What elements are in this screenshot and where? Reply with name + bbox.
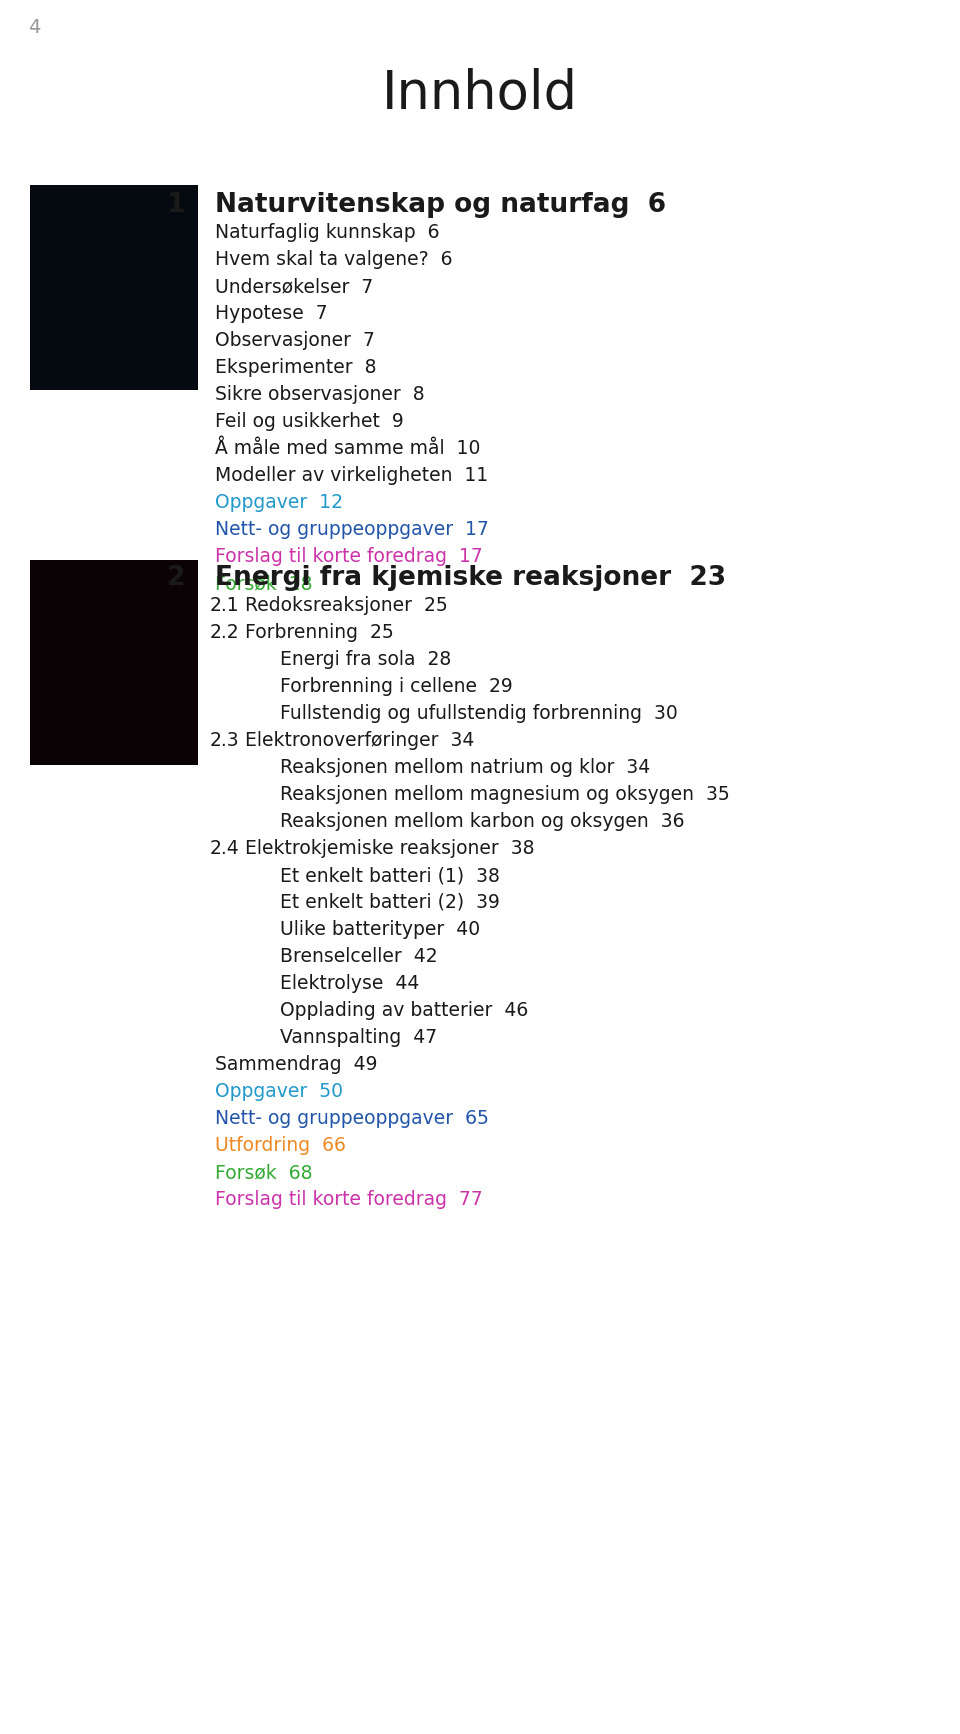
Text: Et enkelt batteri (2)  39: Et enkelt batteri (2) 39 xyxy=(280,893,500,912)
Text: Forslag til korte foredrag  17: Forslag til korte foredrag 17 xyxy=(215,546,483,565)
Text: Brenselceller  42: Brenselceller 42 xyxy=(280,947,438,966)
Text: 2: 2 xyxy=(167,565,185,591)
Text: Innhold: Innhold xyxy=(382,68,578,120)
Text: Nett- og gruppeoppgaver  65: Nett- og gruppeoppgaver 65 xyxy=(215,1110,489,1129)
Text: Feil og usikkerhet  9: Feil og usikkerhet 9 xyxy=(215,413,404,432)
Text: Vannspalting  47: Vannspalting 47 xyxy=(280,1028,437,1047)
Text: Hypotese  7: Hypotese 7 xyxy=(215,303,327,323)
Bar xyxy=(30,186,198,390)
Bar xyxy=(30,560,198,765)
Text: Forbrenning i cellene  29: Forbrenning i cellene 29 xyxy=(280,676,513,695)
Text: Eksperimenter  8: Eksperimenter 8 xyxy=(215,357,376,376)
Text: Modeller av virkeligheten  11: Modeller av virkeligheten 11 xyxy=(215,466,489,486)
Text: Naturvitenskap og naturfag  6: Naturvitenskap og naturfag 6 xyxy=(215,192,666,218)
Text: Reaksjonen mellom natrium og klor  34: Reaksjonen mellom natrium og klor 34 xyxy=(280,758,650,777)
Text: Forbrenning  25: Forbrenning 25 xyxy=(245,623,394,642)
Text: Observasjoner  7: Observasjoner 7 xyxy=(215,331,374,350)
Text: Elektrolyse  44: Elektrolyse 44 xyxy=(280,975,420,994)
Text: Sammendrag  49: Sammendrag 49 xyxy=(215,1054,377,1073)
Text: 2.4: 2.4 xyxy=(210,839,240,858)
Text: Undersøkelser  7: Undersøkelser 7 xyxy=(215,277,373,297)
Text: Oppgaver  12: Oppgaver 12 xyxy=(215,492,343,512)
Text: Ulike batterityper  40: Ulike batterityper 40 xyxy=(280,921,480,940)
Text: Oppgaver  50: Oppgaver 50 xyxy=(215,1082,343,1101)
Text: Forslag til korte foredrag  77: Forslag til korte foredrag 77 xyxy=(215,1190,483,1209)
Text: Forsøk  68: Forsøk 68 xyxy=(215,1164,313,1183)
Text: Energi fra sola  28: Energi fra sola 28 xyxy=(280,650,451,669)
Text: Reaksjonen mellom karbon og oksygen  36: Reaksjonen mellom karbon og oksygen 36 xyxy=(280,812,684,831)
Text: Reaksjonen mellom magnesium og oksygen  35: Reaksjonen mellom magnesium og oksygen 3… xyxy=(280,786,730,805)
Text: 2.3: 2.3 xyxy=(210,732,240,751)
Text: 2.1: 2.1 xyxy=(210,596,240,616)
Text: Elektrokjemiske reaksjoner  38: Elektrokjemiske reaksjoner 38 xyxy=(245,839,535,858)
Text: Elektronoverføringer  34: Elektronoverføringer 34 xyxy=(245,732,474,751)
Text: Å måle med samme mål  10: Å måle med samme mål 10 xyxy=(215,439,480,458)
Text: Et enkelt batteri (1)  38: Et enkelt batteri (1) 38 xyxy=(280,865,500,884)
Text: 2.2: 2.2 xyxy=(210,623,240,642)
Text: 1: 1 xyxy=(167,192,185,218)
Text: Utfordring  66: Utfordring 66 xyxy=(215,1136,346,1155)
Text: 4: 4 xyxy=(28,17,40,36)
Text: Opplading av batterier  46: Opplading av batterier 46 xyxy=(280,1001,528,1020)
Text: Fullstendig og ufullstendig forbrenning  30: Fullstendig og ufullstendig forbrenning … xyxy=(280,704,678,723)
Text: Sikre observasjoner  8: Sikre observasjoner 8 xyxy=(215,385,424,404)
Text: Nett- og gruppeoppgaver  17: Nett- og gruppeoppgaver 17 xyxy=(215,520,489,539)
Text: Energi fra kjemiske reaksjoner  23: Energi fra kjemiske reaksjoner 23 xyxy=(215,565,726,591)
Text: Naturfaglig kunnskap  6: Naturfaglig kunnskap 6 xyxy=(215,224,440,243)
Text: Redoksreaksjoner  25: Redoksreaksjoner 25 xyxy=(245,596,447,616)
Text: Hvem skal ta valgene?  6: Hvem skal ta valgene? 6 xyxy=(215,250,452,269)
Text: Forsøk  18: Forsøk 18 xyxy=(215,574,313,593)
